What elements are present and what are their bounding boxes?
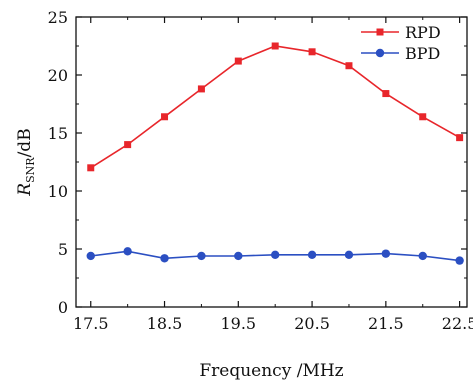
y-axis-title-subscript: SNR bbox=[24, 157, 37, 183]
x-tick-label: 17.5 bbox=[73, 314, 109, 333]
y-tick-label: 15 bbox=[48, 124, 68, 143]
bpd-point bbox=[344, 250, 354, 259]
rpd-series-line bbox=[90, 45, 460, 169]
legend-bpd-label: BPD bbox=[405, 44, 440, 63]
y-tick-label: 5 bbox=[58, 240, 68, 259]
rpd-point bbox=[345, 62, 353, 70]
legend-rpd-label: RPD bbox=[405, 23, 441, 42]
rpd-point bbox=[234, 57, 242, 65]
legend-bpd-marker bbox=[375, 48, 385, 58]
bpd-point bbox=[160, 254, 169, 263]
x-tick-label: 19.5 bbox=[220, 314, 256, 333]
series-layer bbox=[86, 42, 464, 265]
y-tick-label: 0 bbox=[58, 298, 68, 317]
bpd-point bbox=[123, 247, 132, 256]
bpd-point bbox=[307, 250, 317, 259]
svg-text:RSNR/dB: RSNR/dB bbox=[15, 128, 37, 196]
y-tick-label: 25 bbox=[48, 8, 68, 27]
y-tick-label: 10 bbox=[48, 182, 68, 201]
y-axis-title: RSNR/dB bbox=[15, 128, 37, 196]
x-tick-label: 21.5 bbox=[368, 314, 404, 333]
bpd-point bbox=[381, 249, 391, 258]
x-tick-label: 22.5 bbox=[442, 314, 473, 333]
rpd-point bbox=[271, 42, 279, 50]
y-axis-title-var: R bbox=[15, 183, 35, 197]
axes: 17.5 18.5 19.5 20.5 21.5 22.5 0 5 10 15 20 25 bbox=[48, 8, 473, 333]
bpd-point bbox=[234, 251, 243, 261]
bpd-point bbox=[86, 251, 95, 261]
bpd-point bbox=[197, 251, 206, 261]
rpd-point bbox=[161, 113, 169, 121]
x-axis-title: Frequency /MHz bbox=[199, 361, 343, 381]
legend-rpd-marker bbox=[376, 28, 384, 36]
rpd-point bbox=[197, 85, 205, 93]
y-tick-label: 20 bbox=[48, 66, 68, 85]
x-tick-label: 18.5 bbox=[147, 314, 183, 333]
rpd-point bbox=[456, 134, 464, 142]
y-axis-title-unit: /dB bbox=[15, 128, 35, 157]
legend: RPD BPD bbox=[361, 23, 441, 63]
rpd-point bbox=[419, 113, 427, 121]
rpd-point bbox=[382, 90, 390, 98]
rpd-point bbox=[124, 141, 132, 149]
rpd-point bbox=[87, 164, 95, 172]
bpd-point bbox=[270, 250, 280, 259]
bpd-point bbox=[455, 256, 464, 265]
x-tick-label: 20.5 bbox=[294, 314, 330, 333]
rpd-point bbox=[308, 48, 316, 56]
bpd-point bbox=[418, 251, 427, 261]
